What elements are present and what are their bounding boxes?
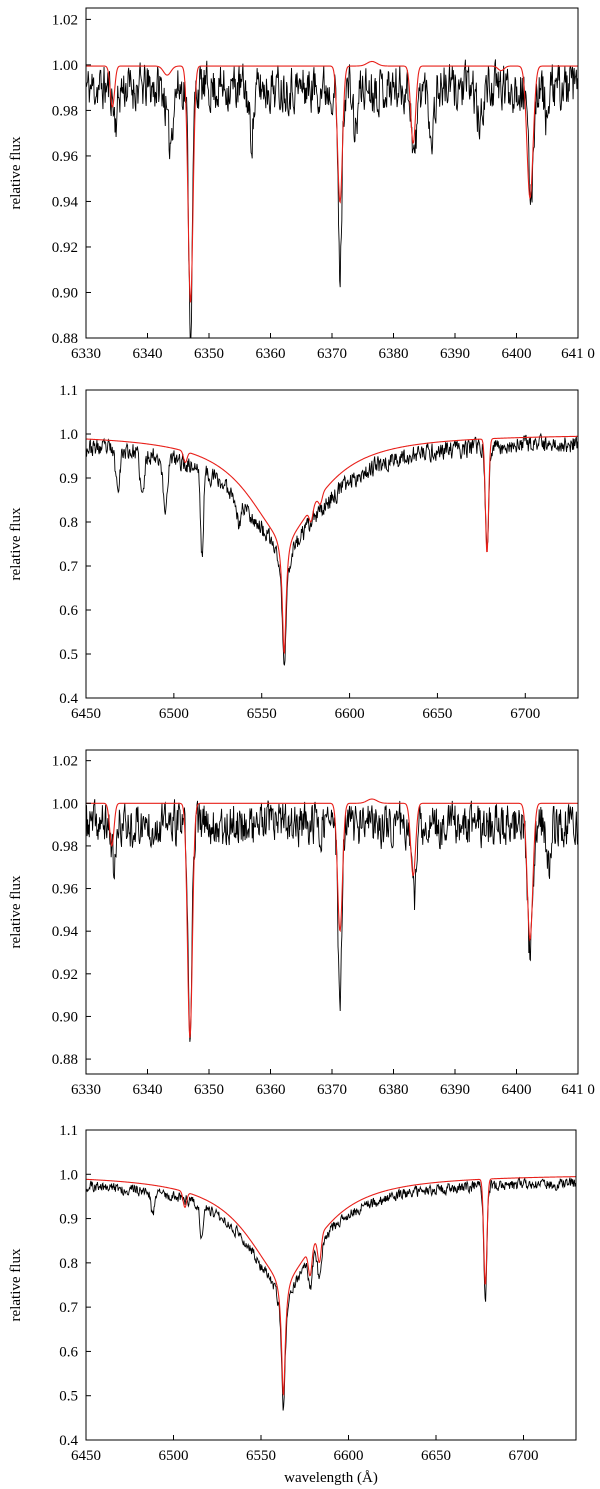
plot-frame xyxy=(85,1129,577,1441)
y-tick-label: 0.88 xyxy=(52,331,78,347)
spectrum-chart-2: 6450 6500 6550 6600 6650 6700 0.4 0.5 0.6 0.7 0.8 0… xyxy=(8,383,579,722)
model-spectrum-line xyxy=(86,435,578,655)
model-spectrum-line xyxy=(86,60,578,303)
x-tick-label: 6370 xyxy=(317,1082,347,1098)
x-tick-label: 6600 xyxy=(334,1448,364,1464)
y-tick-label: 0.88 xyxy=(52,1052,78,1068)
y-tick-label: 0.96 xyxy=(52,149,79,165)
x-tick-label: 6450 xyxy=(71,706,101,722)
x-tick-label: 6360 xyxy=(256,1082,286,1098)
x-tick-label: 6550 xyxy=(247,706,277,722)
y-tick-label: 0.94 xyxy=(52,924,79,940)
y-tick-label: 0.96 xyxy=(52,882,79,898)
x-tick-label: 6650 xyxy=(421,1448,451,1464)
y-tick-label: 0.7 xyxy=(59,1300,78,1316)
y-tick-label: 0.6 xyxy=(59,603,78,619)
x-tick-label: 6550 xyxy=(246,1448,276,1464)
x-tick-label: 6500 xyxy=(159,706,189,722)
y-tick-label: 1.0 xyxy=(59,427,78,443)
y-axis-label: relative flux xyxy=(8,875,24,948)
y-tick-label: 0.5 xyxy=(59,1389,78,1405)
spectrum-chart-4: 6450 6500 6550 6600 6650 6700 0.4 0.5 0.6 0.7 0.8 0… xyxy=(8,1123,577,1486)
y-tick-label: 0.8 xyxy=(59,1256,78,1272)
x-tick-label: 6650 xyxy=(422,706,452,722)
x-tick-label: 6500 xyxy=(159,1448,189,1464)
spectrum-chart-3: 6330 6340 6350 6360 6370 6380 6390 6400 641 0 0.8… xyxy=(8,749,595,1098)
x-tick-label: 6600 xyxy=(335,706,365,722)
y-tick-label: 1.0 xyxy=(59,1167,78,1183)
x-tick-label: 6380 xyxy=(379,1082,409,1098)
observed-spectrum-line xyxy=(86,799,578,1042)
y-axis-label: relative flux xyxy=(8,1248,24,1321)
x-tick-label: 6370 xyxy=(317,346,347,362)
x-tick-label: 6390 xyxy=(440,1082,470,1098)
x-tick-label: 6340 xyxy=(133,1082,163,1098)
y-tick-label: 0.92 xyxy=(52,240,78,256)
plot-frame xyxy=(85,749,579,1075)
x-axis-label: wavelength (Å) xyxy=(284,1470,378,1486)
spectrum-chart-1: 6330 6340 6350 6360 6370 6380 6390 6400 641 0 0.8… xyxy=(8,7,595,362)
x-tick-label: 6350 xyxy=(194,1082,224,1098)
y-tick-label: 1.02 xyxy=(52,754,78,770)
observed-spectrum-line xyxy=(86,1176,576,1411)
y-tick-label: 1.00 xyxy=(52,58,78,74)
x-tick-label: 6380 xyxy=(379,346,409,362)
plot-frame xyxy=(85,7,579,339)
x-tick-label: 641 0 xyxy=(561,346,595,362)
y-tick-label: 0.4 xyxy=(59,1433,78,1449)
x-tick-label: 6700 xyxy=(509,1448,539,1464)
x-tick-label: 6700 xyxy=(510,706,540,722)
y-tick-label: 1.1 xyxy=(59,1123,78,1139)
y-axis-label: relative flux xyxy=(8,136,24,209)
y-tick-label: 0.9 xyxy=(59,471,78,487)
x-tick-label: 6360 xyxy=(256,346,286,362)
y-tick-label: 1.1 xyxy=(59,383,78,399)
x-tick-label: 6330 xyxy=(71,1082,101,1098)
plot-frame xyxy=(85,389,579,699)
y-tick-label: 1.00 xyxy=(52,796,78,812)
model-spectrum-line xyxy=(86,798,578,1038)
y-tick-label: 0.92 xyxy=(52,967,78,983)
observed-spectrum-line xyxy=(86,432,578,666)
x-tick-label: 641 0 xyxy=(561,1082,595,1098)
y-tick-label: 0.90 xyxy=(52,1009,78,1025)
y-tick-label: 0.98 xyxy=(52,839,78,855)
x-tick-label: 6450 xyxy=(71,1448,101,1464)
y-tick-label: 0.8 xyxy=(59,515,78,531)
x-tick-label: 6400 xyxy=(502,346,532,362)
y-tick-label: 1.02 xyxy=(52,12,78,28)
x-tick-label: 6390 xyxy=(440,346,470,362)
x-tick-label: 6350 xyxy=(194,346,224,362)
y-tick-label: 0.94 xyxy=(52,194,79,210)
y-tick-label: 0.98 xyxy=(52,103,78,119)
x-tick-label: 6400 xyxy=(502,1082,532,1098)
y-tick-label: 0.7 xyxy=(59,559,78,575)
y-tick-label: 0.6 xyxy=(59,1344,78,1360)
y-tick-label: 0.9 xyxy=(59,1212,78,1228)
model-spectrum-line xyxy=(86,1176,576,1397)
y-axis-label: relative flux xyxy=(8,507,24,580)
x-tick-label: 6340 xyxy=(133,346,163,362)
y-tick-label: 0.90 xyxy=(52,285,78,301)
y-tick-label: 0.4 xyxy=(59,691,78,707)
observed-spectrum-line xyxy=(86,59,578,338)
y-tick-label: 0.5 xyxy=(59,647,78,663)
x-tick-label: 6330 xyxy=(71,346,101,362)
